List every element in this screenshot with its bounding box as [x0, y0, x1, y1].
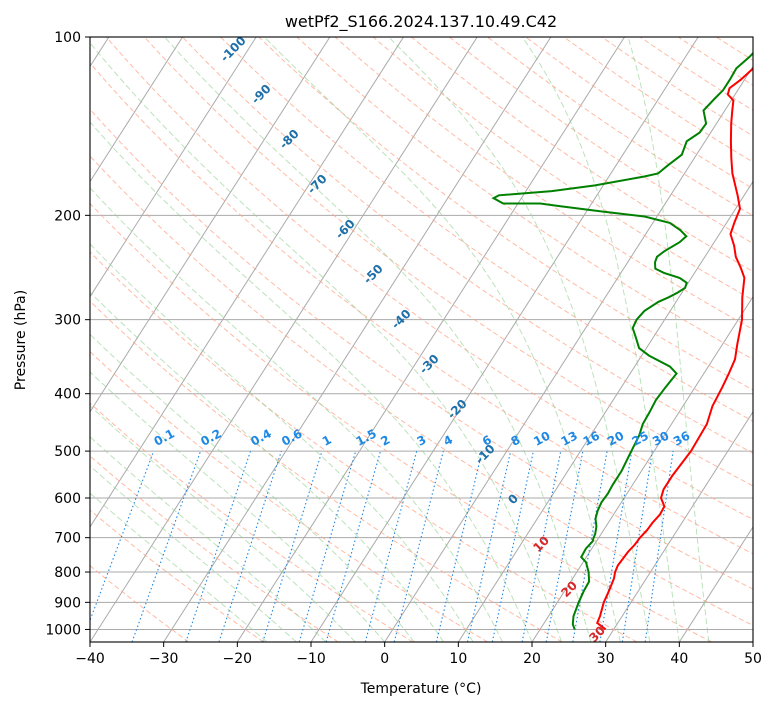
y-tick-label: 700 [54, 531, 81, 547]
isotherm-label: -40 [389, 307, 414, 332]
mixing-ratio-label: 25 [630, 429, 651, 449]
isotherm-label: -80 [277, 127, 302, 152]
mixing-ratio-line [186, 451, 251, 642]
mixing-ratio-label: 4 [441, 432, 455, 448]
isotherm-line [385, 37, 772, 642]
moist-adiabat [0, 37, 503, 642]
dry-adiabat [335, 37, 775, 642]
isotherm-line [679, 37, 775, 642]
mixing-ratio-line [394, 451, 443, 642]
chart-title: wetPf2_S166.2024.137.10.49.C42 [285, 12, 557, 32]
mixing-ratio-line [468, 451, 511, 642]
x-tick-label: 40 [670, 651, 688, 667]
isotherm-line [458, 37, 775, 642]
moist-adiabat [0, 37, 267, 642]
isotherm-label: -60 [333, 217, 358, 242]
x-tick-label: 10 [449, 651, 467, 667]
mixing-ratio-line [546, 451, 583, 642]
y-tick-label: 1000 [45, 622, 81, 638]
y-tick-label: 400 [54, 387, 81, 403]
mixing-ratio-label: 0.4 [248, 426, 273, 448]
moist-adiabat [0, 37, 385, 642]
isotherm-label: -10 [473, 442, 498, 467]
mixing-ratio-label: 10 [531, 429, 552, 449]
mixing-ratio-label: 8 [509, 432, 523, 448]
x-axis-label: Temperature (°C) [360, 681, 482, 697]
x-tick-label: −40 [75, 651, 105, 667]
dry-adiabat [0, 37, 413, 642]
isotherm-line [90, 37, 477, 642]
mixing-ratio-label: 1 [320, 432, 334, 448]
dry-adiabat [0, 37, 488, 642]
dry-adiabat [373, 37, 775, 642]
mixing-ratio-line [132, 451, 201, 642]
isotherm-line [0, 37, 256, 642]
moist-adiabat [165, 37, 591, 642]
dry-adiabat [0, 37, 712, 642]
mixing-ratio-label: 13 [559, 429, 580, 449]
mixing-ratio-label: 36 [671, 429, 692, 449]
isotherm-label: 10 [530, 533, 552, 555]
y-tick-label: 600 [54, 491, 81, 507]
x-tick-label: −10 [296, 651, 326, 667]
mixing-ratio-label: 3 [415, 432, 429, 448]
dry-adiabat [106, 37, 775, 642]
mixing-ratio-label: 0.1 [152, 426, 177, 448]
isotherm-label: 20 [558, 578, 580, 600]
temperature-profile [597, 37, 775, 629]
grid-layer [0, 37, 775, 642]
moist-adiabat [522, 37, 679, 642]
dry-adiabat [0, 37, 562, 642]
isotherm-line [606, 37, 775, 642]
isotherm-label: -70 [305, 172, 330, 197]
dry-adiabat [68, 37, 775, 642]
x-tick-label: 50 [744, 651, 762, 667]
y-tick-label: 100 [54, 30, 81, 46]
moist-adiabat [21, 37, 532, 642]
isotherm-label: 40 [614, 668, 636, 690]
isotherm-line [753, 37, 775, 642]
y-tick-label: 200 [54, 208, 81, 224]
isotherm-label: -50 [361, 262, 386, 287]
y-tick-label: 500 [54, 444, 81, 460]
isotherm-line [16, 37, 403, 642]
mixing-ratio-label: 20 [605, 429, 626, 449]
mixing-ratio-line [263, 451, 322, 642]
mixing-ratio-label: 0.2 [198, 426, 223, 448]
isotherm-label: 0 [505, 491, 521, 507]
moist-adiabat [389, 37, 650, 642]
y-tick-label: 900 [54, 595, 81, 611]
dry-adiabat [564, 37, 775, 642]
x-tick-label: 0 [380, 651, 389, 667]
mixing-ratio-label: 1.5 [354, 426, 379, 448]
dry-adiabat [640, 37, 775, 642]
dry-adiabat [755, 37, 775, 642]
x-tick-label: −20 [223, 651, 253, 667]
y-tick-label: 800 [54, 565, 81, 581]
moist-adiabat [0, 37, 414, 642]
moist-adiabat [85, 37, 561, 642]
y-axis-label: Pressure (hPa) [13, 290, 29, 390]
dry-adiabat [0, 37, 338, 642]
mixing-ratio-line [219, 451, 281, 642]
dry-adiabat [221, 37, 775, 642]
x-tick-label: 20 [523, 651, 541, 667]
moist-adiabat [0, 37, 355, 642]
x-tick-label: −30 [149, 651, 179, 667]
mixing-ratio-label: 0.6 [279, 426, 304, 448]
y-tick-label: 300 [54, 313, 81, 329]
dry-adiabat [411, 37, 775, 642]
dry-adiabat [678, 37, 775, 642]
moist-adiabat [0, 37, 326, 642]
mixing-ratio-line [436, 451, 482, 642]
x-tick-label: 30 [597, 651, 615, 667]
isotherm-line [311, 37, 698, 642]
mixing-ratio-line [573, 451, 607, 642]
